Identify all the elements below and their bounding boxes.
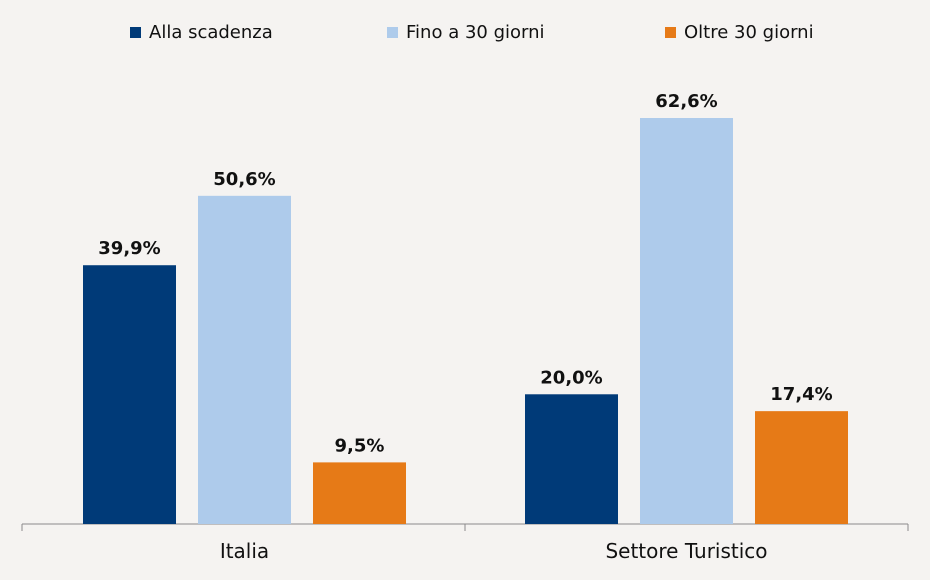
legend-swatch-alla-scadenza <box>130 27 141 38</box>
legend-swatch-oltre-30-giorni <box>665 27 676 38</box>
bar-1-2 <box>755 411 848 524</box>
x-tick-label-1: Settore Turistico <box>605 539 767 563</box>
data-label-1-0: 20,0% <box>540 367 602 388</box>
data-label-0-0: 39,9% <box>98 238 160 259</box>
legend-item-alla-scadenza: Alla scadenza <box>130 22 273 43</box>
legend-label-alla-scadenza: Alla scadenza <box>149 22 273 43</box>
bar-1-1 <box>640 118 733 524</box>
legend-item-oltre-30-giorni: Oltre 30 giorni <box>665 22 814 43</box>
bar-0-2 <box>313 462 406 524</box>
data-label-1-2: 17,4% <box>770 384 832 405</box>
legend-label-oltre-30-giorni: Oltre 30 giorni <box>684 22 814 43</box>
legend-swatch-fino-a-30-giorni <box>387 27 398 38</box>
bar-1-0 <box>525 394 618 524</box>
x-tick-label-0: Italia <box>220 539 269 563</box>
bar-0-1 <box>198 195 291 525</box>
legend-item-fino-a-30-giorni: Fino a 30 giorni <box>387 22 545 43</box>
data-label-0-1: 50,6% <box>213 169 275 190</box>
legend-label-fino-a-30-giorni: Fino a 30 giorni <box>406 22 545 43</box>
data-label-0-2: 9,5% <box>335 435 385 456</box>
data-label-1-1: 62,6% <box>655 91 717 112</box>
bar-0-0 <box>83 265 176 524</box>
legend: Alla scadenza Fino a 30 giorni Oltre 30 … <box>0 22 930 48</box>
